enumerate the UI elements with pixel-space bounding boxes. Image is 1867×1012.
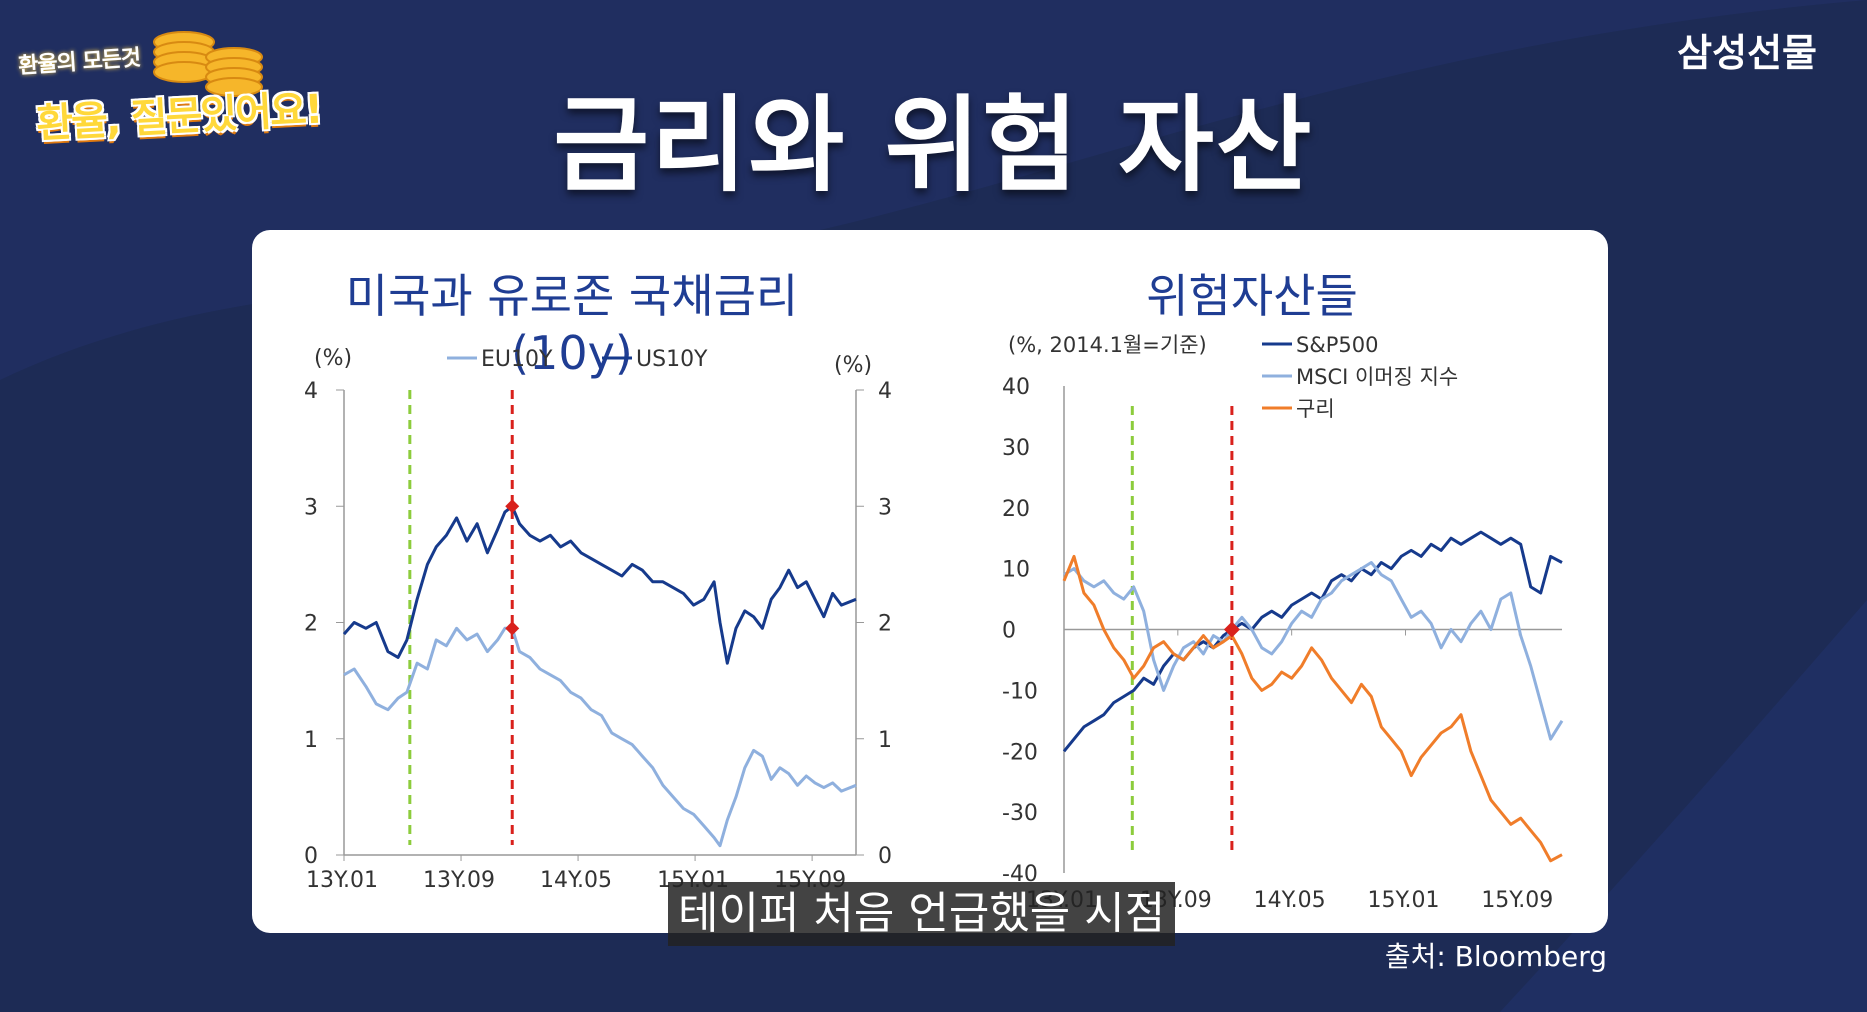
chart2-ytick-label: -20 xyxy=(1002,740,1038,765)
chart1-xtick-label: 14Y.05 xyxy=(540,868,612,893)
coins-icon xyxy=(153,31,263,97)
chart1-xtick-label: 13Y.09 xyxy=(423,868,495,893)
page-title: 금리와 위험 자산 xyxy=(553,84,1314,206)
chart1-ytick-label-right: 4 xyxy=(878,379,892,404)
chart1-ytick-label-right: 2 xyxy=(878,612,892,637)
chart2-ytick-label: 30 xyxy=(1002,436,1030,461)
chart2-legend-label: MSCI 이머징 지수 xyxy=(1296,365,1458,389)
subtitle-caption: 테이퍼 처음 언급했을 시점 xyxy=(668,882,1176,946)
chart2-ytick-label: 40 xyxy=(1002,375,1030,400)
chart1-point-marker xyxy=(505,499,520,514)
show-logo: 환율의 모든것 환율, 질문있어요! xyxy=(14,22,334,152)
chart1-legend-label: US10Y xyxy=(636,347,708,372)
chart1-point-marker xyxy=(505,621,520,636)
chart1-ytick-label-right: 0 xyxy=(878,844,892,869)
chart2-xtick-label: 15Y.09 xyxy=(1481,888,1553,913)
chart1-ylabel-right: (%) xyxy=(834,353,872,378)
chart2-ytick-label: 20 xyxy=(1002,497,1030,522)
chart2-point-marker xyxy=(1223,621,1240,638)
chart1-ytick-label-left: 4 xyxy=(304,379,318,404)
chart2-ylabel: (%, 2014.1월=기준) xyxy=(1008,333,1207,357)
chart2-xtick-label: 15Y.01 xyxy=(1367,888,1439,913)
chart2-ytick-label: -30 xyxy=(1002,801,1038,826)
chart1-ytick-label-right: 1 xyxy=(878,728,892,753)
chart-panel: 미국과 유로존 국채금리(10y) 위험자산들 4 4 3 3 2 2 1 1 0 0 13Y.01… xyxy=(252,230,1608,933)
chart2-series-S&P500 xyxy=(1062,530,1563,753)
chart1-legend-label: EU10Y xyxy=(481,347,553,372)
chart2-series-MSCI 이머징 지수 xyxy=(1063,561,1564,741)
chart1-ytick-label-left: 2 xyxy=(304,612,318,637)
chart1-ytick-label-right: 3 xyxy=(878,495,892,520)
chart1-ytick-label-left: 0 xyxy=(304,844,318,869)
chart2-legend-label: S&P500 xyxy=(1296,333,1378,357)
source-note: 출처: Bloomberg xyxy=(1384,940,1607,973)
chart2-legend-label: 구리 xyxy=(1296,397,1335,421)
chart2-xtick-label: 14Y.05 xyxy=(1254,888,1326,913)
brand-name: 삼성선물 xyxy=(1677,31,1817,75)
chart2-ytick-label: -10 xyxy=(1002,679,1038,704)
chart1-ytick-label-left: 1 xyxy=(304,728,318,753)
chart1-ylabel-left: (%) xyxy=(314,346,352,371)
chart2-title: 위험자산들 xyxy=(1146,269,1358,323)
chart2-ytick-label: 10 xyxy=(1002,558,1030,583)
chart1-series-EU10Y xyxy=(343,626,857,848)
chart1-series-US10Y xyxy=(342,504,857,665)
chart1-ytick-label-left: 3 xyxy=(304,495,318,520)
chart2-series-구리 xyxy=(1062,554,1563,863)
chart1-xtick-label: 13Y.01 xyxy=(306,868,378,893)
chart2-ytick-label: 0 xyxy=(1002,619,1016,644)
chart1-title: 미국과 유로존 국채금리(10y) xyxy=(345,269,799,380)
